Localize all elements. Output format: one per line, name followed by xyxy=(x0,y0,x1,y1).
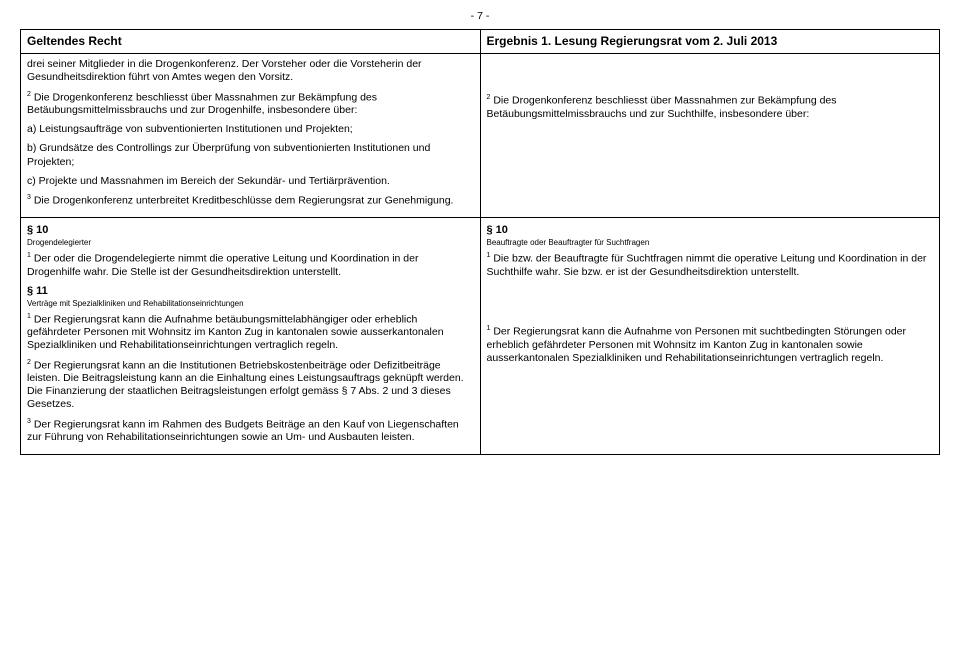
page-number: - 7 - xyxy=(20,10,940,23)
header-right: Ergebnis 1. Lesung Regierungsrat vom 2. … xyxy=(480,30,940,54)
r2l-sec10: § 10 xyxy=(27,224,474,238)
r1r-p2: 2 Die Drogenkonferenz beschliesst über M… xyxy=(487,94,934,121)
row2-left: § 10 Drogendelegierter 1 Der oder die Dr… xyxy=(21,218,481,455)
r2r-sec10-sub: Beauftragte oder Beauftragter für Suchtf… xyxy=(487,238,934,248)
r2l-p11-1: 1 Der Regierungsrat kann die Aufnahme be… xyxy=(27,313,474,353)
r2r-p1: 1 Die bzw. der Beauftragte für Suchtfrag… xyxy=(487,252,934,279)
header-left: Geltendes Recht xyxy=(21,30,481,54)
r2r-p11-1-text: Der Regierungsrat kann die Aufnahme von … xyxy=(487,325,907,363)
header-right-text: Ergebnis 1. Lesung Regierungsrat vom 2. … xyxy=(487,34,778,48)
r2l-sec11: § 11 xyxy=(27,285,474,299)
r1l-pb: b) Grundsätze des Controllings zur Überp… xyxy=(27,142,474,168)
r2l-p1-text: Der oder die Drogendelegierte nimmt die … xyxy=(27,253,418,278)
r1l-p3-text: Die Drogenkonferenz unterbreitet Kreditb… xyxy=(31,194,454,206)
r1l-p2: 2 Die Drogenkonferenz beschliesst über M… xyxy=(27,91,474,118)
r2r-p11-1: 1 Der Regierungsrat kann die Aufnahme vo… xyxy=(487,325,934,365)
r1r-p2-text: Die Drogenkonferenz beschliesst über Mas… xyxy=(487,95,837,120)
r2l-p1: 1 Der oder die Drogendelegierte nimmt di… xyxy=(27,252,474,279)
r2l-p11-2-text: Der Regierungsrat kann an die Institutio… xyxy=(27,359,464,410)
r2l-sec10-sub: Drogendelegierter xyxy=(27,238,474,248)
r2l-p11-1-text: Der Regierungsrat kann die Aufnahme betä… xyxy=(27,313,444,351)
row1-right: 2 Die Drogenkonferenz beschliesst über M… xyxy=(480,54,940,218)
r2r-sec10: § 10 xyxy=(487,224,934,238)
r1l-pa: a) Leistungsaufträge von subventionierte… xyxy=(27,123,474,136)
r1l-p3: 3 Die Drogenkonferenz unterbreitet Kredi… xyxy=(27,194,474,208)
r2l-p11-2: 2 Der Regierungsrat kann an die Institut… xyxy=(27,359,474,412)
row1-left: drei seiner Mitglieder in die Drogenkonf… xyxy=(21,54,481,218)
r1l-pc: c) Projekte und Massnahmen im Bereich de… xyxy=(27,175,474,188)
r2l-p11-3: 3 Der Regierungsrat kann im Rahmen des B… xyxy=(27,418,474,445)
r2l-p11-3-text: Der Regierungsrat kann im Rahmen des Bud… xyxy=(27,418,459,443)
row2-right: § 10 Beauftragte oder Beauftragter für S… xyxy=(480,218,940,455)
header-left-text: Geltendes Recht xyxy=(27,34,122,48)
r2l-sec11-sub: Verträge mit Spezialkliniken und Rehabil… xyxy=(27,299,474,309)
r1l-p2-text: Die Drogenkonferenz beschliesst über Mas… xyxy=(27,91,377,116)
r1l-p1: drei seiner Mitglieder in die Drogenkonf… xyxy=(27,58,474,84)
r2r-p1-text: Die bzw. der Beauftragte für Suchtfragen… xyxy=(487,253,927,278)
comparison-table: Geltendes Recht Ergebnis 1. Lesung Regie… xyxy=(20,29,940,455)
